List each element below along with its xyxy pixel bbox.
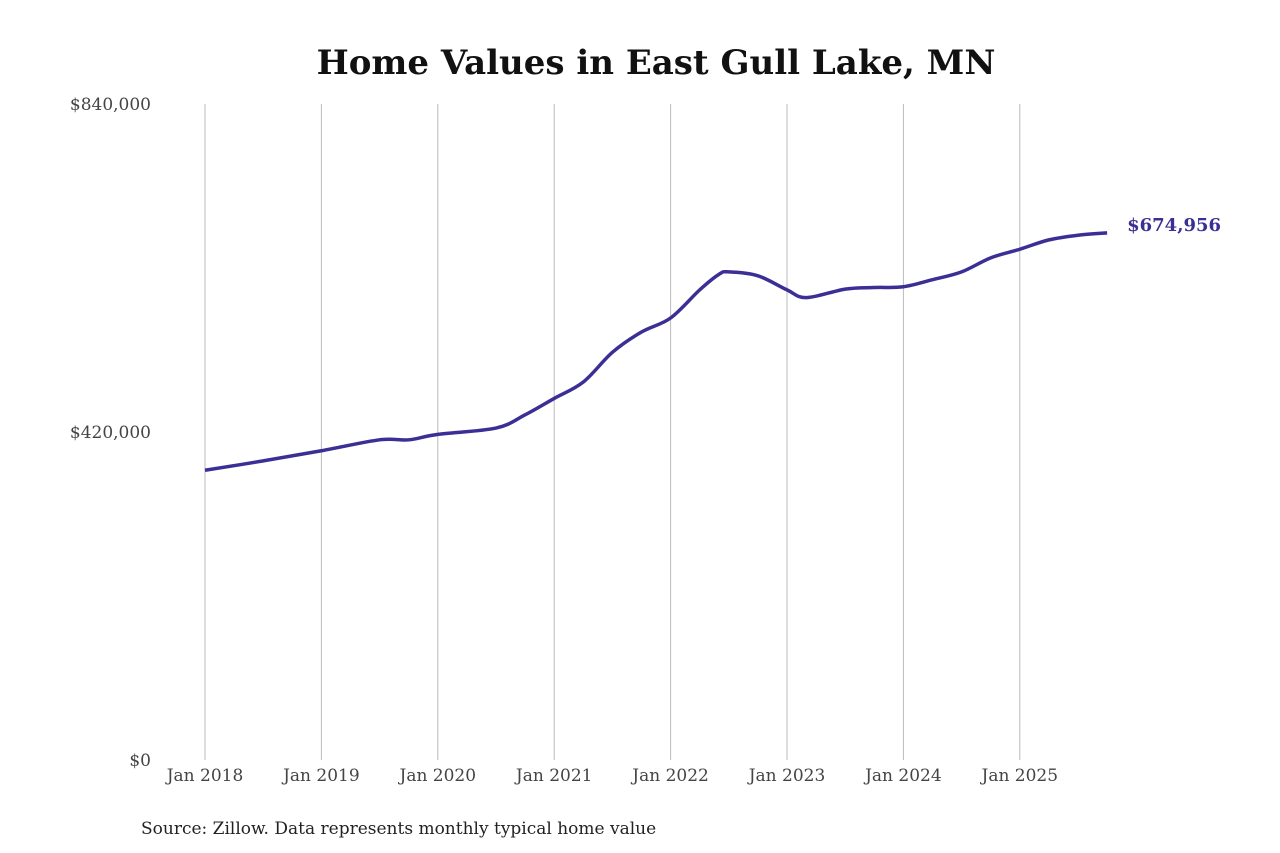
x-tick-label: Jan 2023 — [747, 766, 826, 786]
x-tick-label: Jan 2025 — [980, 766, 1059, 786]
end-value-label: $674,956 — [1127, 215, 1221, 236]
chart-title: Home Values in East Gull Lake, MN — [317, 43, 996, 83]
x-tick-label: Jan 2022 — [630, 766, 709, 786]
source-note: Source: Zillow. Data represents monthly … — [141, 819, 656, 839]
series-line — [204, 231, 1108, 472]
x-tick-label: Jan 2020 — [398, 766, 477, 786]
x-tick-label: Jan 2018 — [165, 766, 244, 786]
y-tick-label: $0 — [129, 751, 151, 771]
x-tick-label: Jan 2024 — [863, 766, 942, 786]
x-tick-label: Jan 2021 — [514, 766, 593, 786]
y-tick-label: $420,000 — [70, 423, 151, 443]
x-tick-label: Jan 2019 — [281, 766, 360, 786]
y-tick-label: $840,000 — [70, 95, 151, 115]
